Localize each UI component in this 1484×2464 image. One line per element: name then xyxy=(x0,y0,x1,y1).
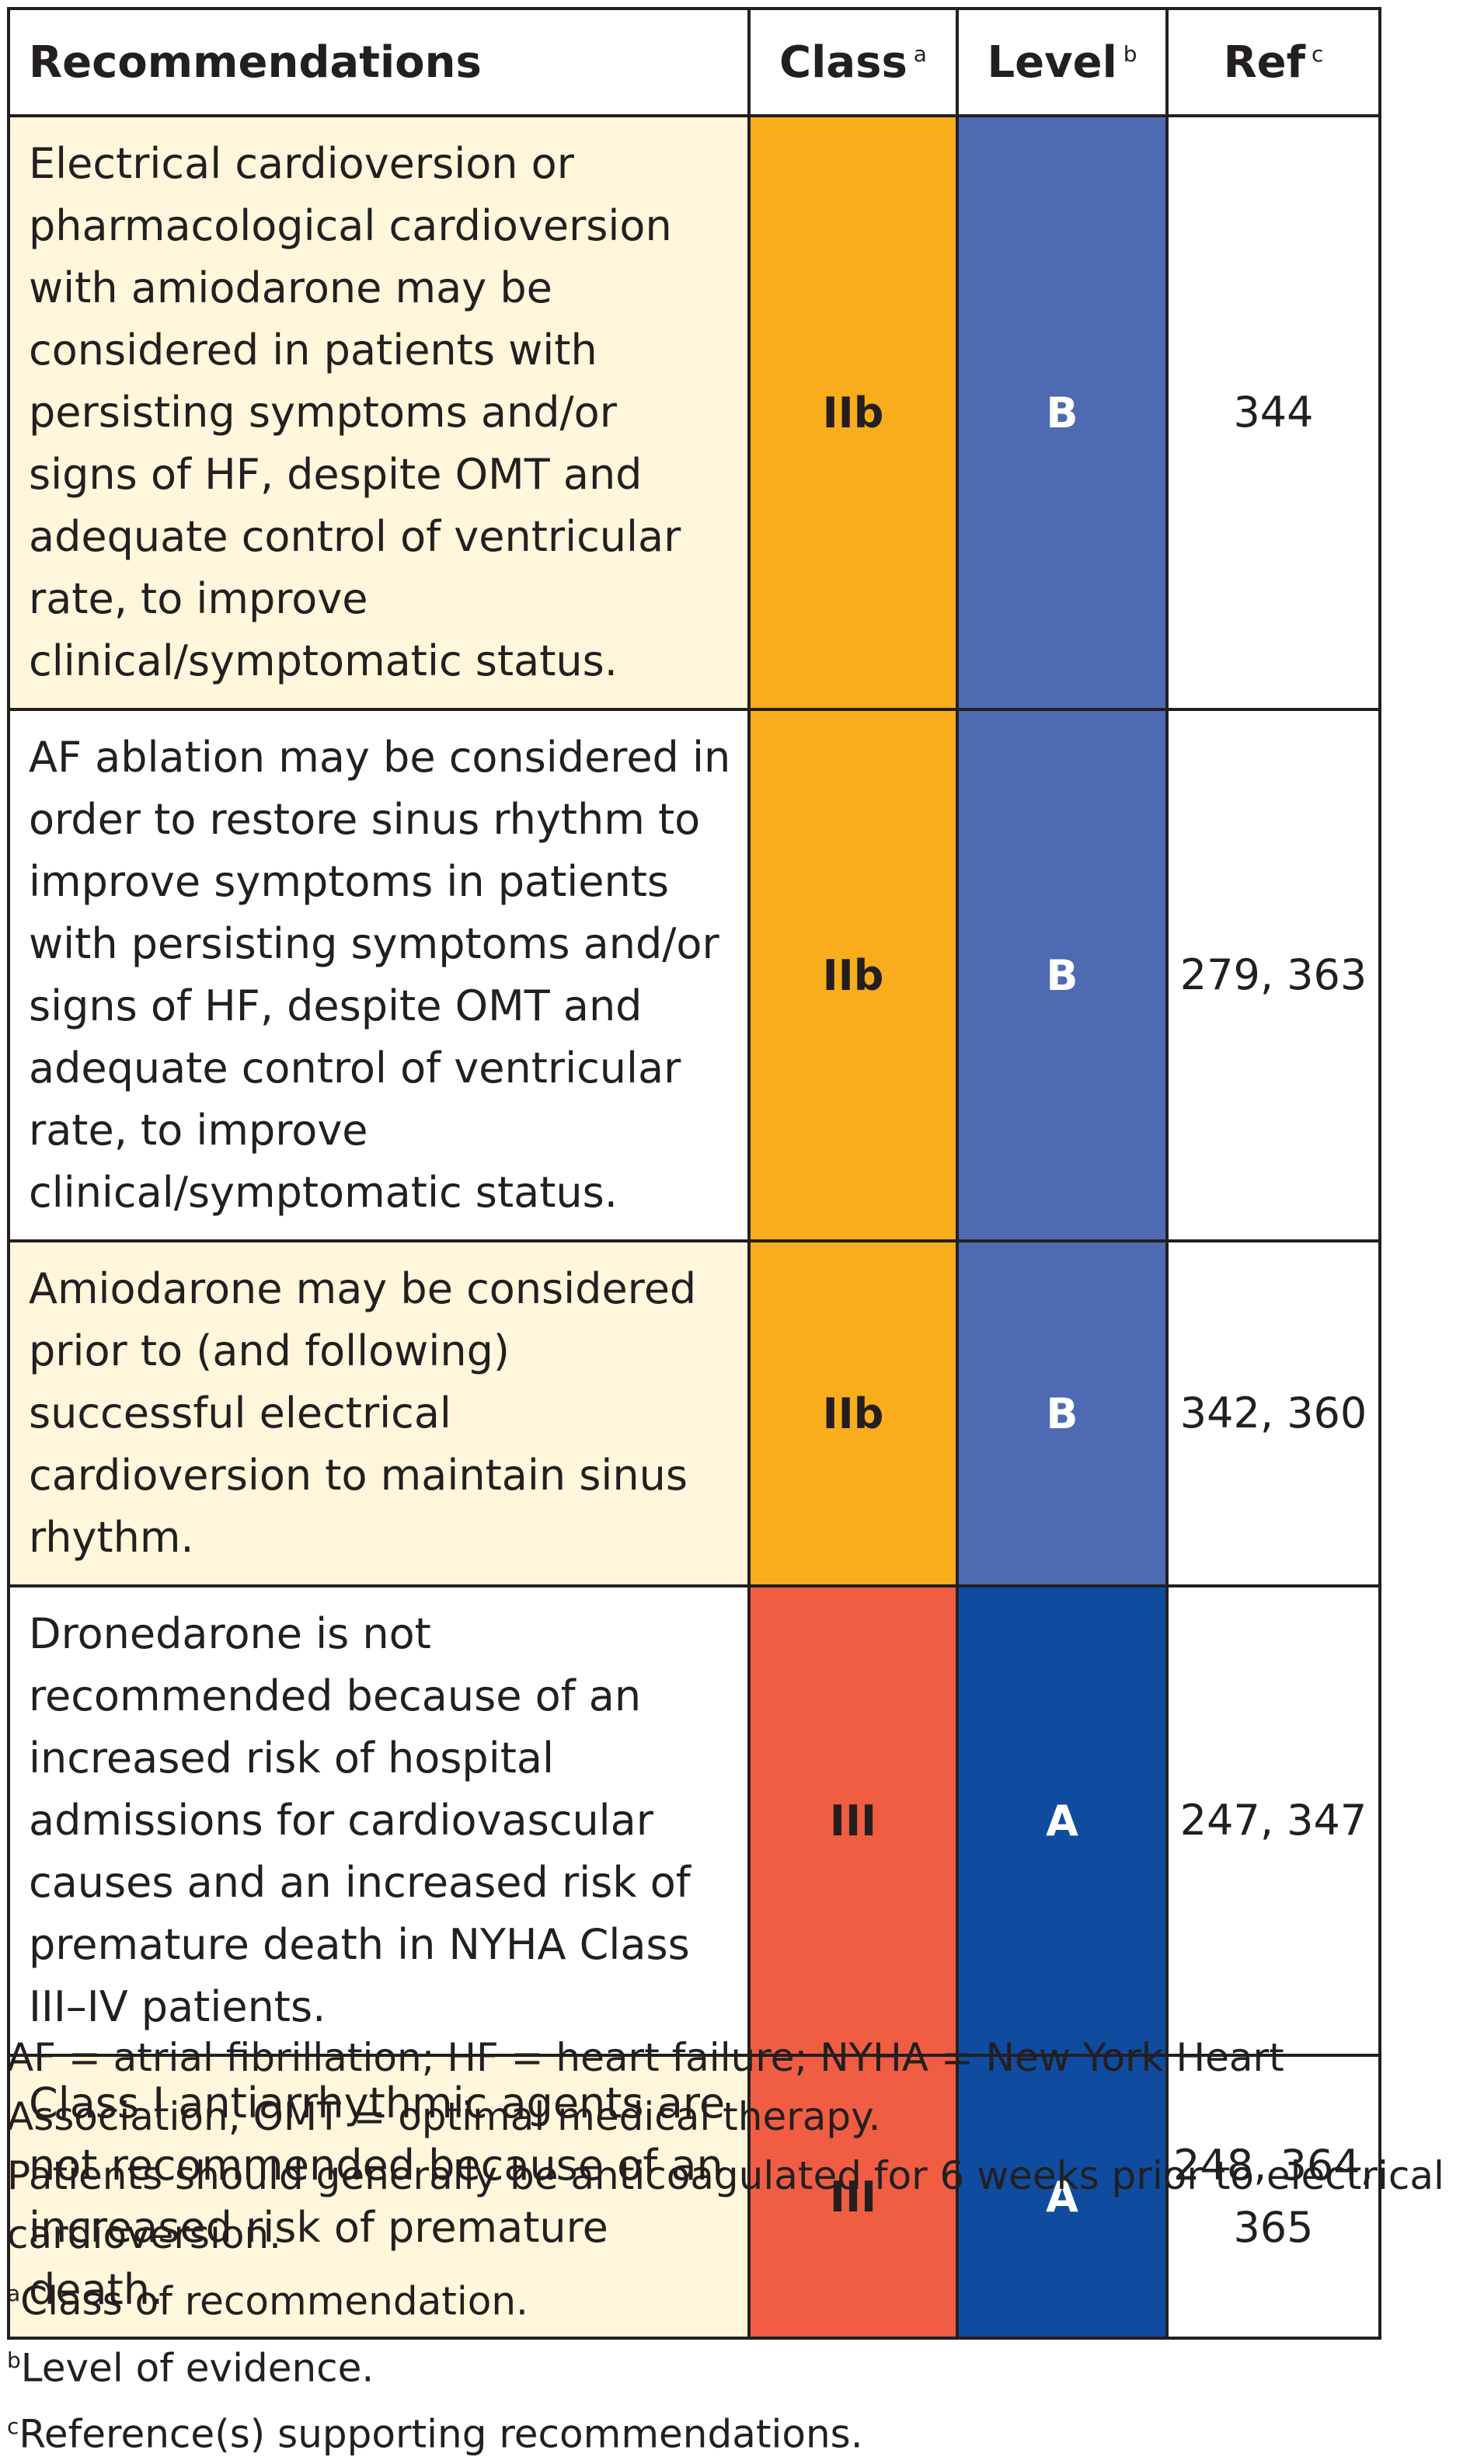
table-footnotes: AF = atrial fibrillation; HF = heart fai… xyxy=(7,2028,1475,2464)
class-cell: IIb xyxy=(747,114,959,711)
header-recommendations: Recommendations xyxy=(7,7,751,117)
level-cell: B xyxy=(956,708,1169,1242)
anticoagulation-note: Patients should generally be anticoagula… xyxy=(7,2153,1444,2257)
header-ref: Ref c xyxy=(1165,7,1381,117)
footnote-c: cReference(s) supporting recommendations… xyxy=(7,2397,1475,2464)
header-class: Class a xyxy=(747,7,959,117)
ref-cell: 247, 347 xyxy=(1165,1584,1381,2057)
ref-cell: 279, 363 xyxy=(1165,708,1381,1242)
recommendation-text: AF ablation may be considered in order t… xyxy=(7,708,751,1242)
recommendation-text: Class I antiarrhythmic agents are not re… xyxy=(7,2054,751,2340)
header-level: Level b xyxy=(956,7,1169,117)
table-row: Amiodarone may be considered prior to (a… xyxy=(7,1239,1381,1587)
ref-cell: 248, 364, 365 xyxy=(1165,2054,1381,2340)
ref-cell: 344 xyxy=(1165,114,1381,711)
header-ref-label: Ref xyxy=(1223,37,1306,88)
footnote-a-mark: a xyxy=(7,2281,21,2306)
recommendation-text: Electrical cardioversion or pharmacologi… xyxy=(7,114,751,711)
footnote-b: bLevel of evidence. xyxy=(7,2331,1475,2398)
header-ref-footnote-mark: c xyxy=(1312,40,1324,67)
footnote-a-text: Class of recommendation. xyxy=(20,2278,528,2324)
recommendation-text: Dronedarone is not recommended because o… xyxy=(7,1584,751,2057)
table-header-row: Recommendations Class a Level b Ref c xyxy=(7,7,1381,117)
header-class-footnote-mark: a xyxy=(913,40,927,67)
header-level-footnote-mark: b xyxy=(1123,40,1137,67)
header-recommendations-label: Recommendations xyxy=(29,37,482,88)
header-level-label: Level xyxy=(987,37,1117,88)
footnote-c-mark: c xyxy=(7,2413,19,2440)
footnote-c-text: Reference(s) supporting recommendations. xyxy=(19,2411,863,2457)
footnote-b-text: Level of evidence. xyxy=(20,2345,374,2391)
class-cell: III xyxy=(747,2054,959,2340)
level-cell: B xyxy=(956,1239,1169,1587)
footnote-b-mark: b xyxy=(7,2347,21,2373)
level-cell: A xyxy=(956,2054,1169,2340)
abbreviations-note: AF = atrial fibrillation; HF = heart fai… xyxy=(7,2035,1284,2139)
table-row: Electrical cardioversion or pharmacologi… xyxy=(7,114,1381,711)
class-cell: IIb xyxy=(747,708,959,1242)
ref-cell: 342, 360 xyxy=(1165,1239,1381,1587)
table-row: Class I antiarrhythmic agents are not re… xyxy=(7,2054,1381,2340)
level-cell: B xyxy=(956,114,1169,711)
class-cell: IIb xyxy=(747,1239,959,1587)
level-cell: A xyxy=(956,1584,1169,2057)
recommendations-table: Recommendations Class a Level b Ref c Elect… xyxy=(7,7,1381,2340)
table-row: AF ablation may be considered in order t… xyxy=(7,708,1381,1242)
table-row: Dronedarone is not recommended because o… xyxy=(7,1584,1381,2057)
class-cell: III xyxy=(747,1584,959,2057)
header-class-label: Class xyxy=(779,37,907,88)
footnote-a: aClass of recommendation. xyxy=(7,2264,1475,2331)
recommendation-text: Amiodarone may be considered prior to (a… xyxy=(7,1239,751,1587)
